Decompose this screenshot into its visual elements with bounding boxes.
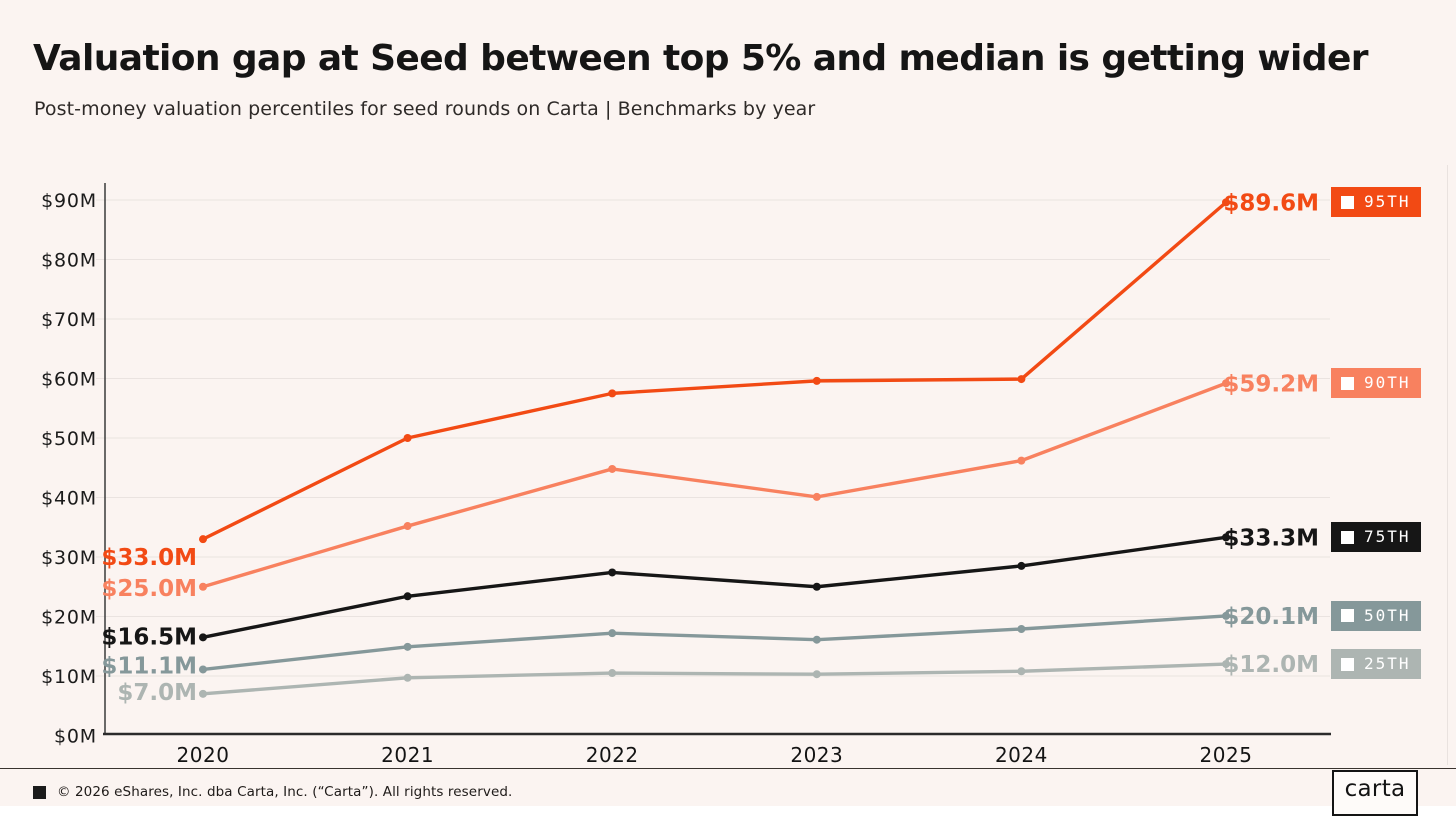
carta-logo-text: carta: [1344, 775, 1406, 802]
chart-title: Valuation gap at Seed between top 5% and…: [33, 38, 1369, 79]
data-point-50th: [199, 665, 207, 674]
series-line-75th: [201, 535, 1228, 640]
data-point-25th: [608, 669, 617, 678]
end-value-label-50th: $20.1M: [1223, 604, 1319, 630]
legend-badge-label: 90TH: [1364, 373, 1411, 393]
legend-badge-50th: 50TH: [1331, 600, 1421, 631]
y-axis-tick-label: $40M: [41, 488, 97, 510]
data-point-75th: [199, 633, 207, 642]
data-point-95th: [1222, 198, 1230, 207]
legend-badge-label: 95TH: [1364, 192, 1411, 212]
footer-divider: [0, 768, 1456, 769]
data-point-50th: [1222, 611, 1230, 620]
data-point-75th: [608, 568, 617, 577]
data-point-75th: [812, 582, 821, 591]
legend-square-icon: [1341, 609, 1354, 623]
data-point-50th: [608, 629, 617, 638]
end-value-label-95th: $89.6M: [1223, 190, 1319, 216]
series-line-95th: [201, 200, 1228, 541]
end-value-label-25th: $12.0M: [1223, 652, 1319, 678]
right-edge-divider: [1447, 165, 1448, 765]
y-axis-tick-label: $70M: [41, 309, 97, 331]
legend-badge-95th: 95TH: [1331, 187, 1421, 218]
legend-badge-label: 25TH: [1364, 654, 1411, 674]
data-point-90th: [199, 582, 207, 591]
legend-badge-25th: 25TH: [1331, 649, 1421, 680]
end-value-label-90th: $59.2M: [1223, 371, 1319, 397]
data-point-75th: [403, 592, 412, 601]
y-axis-tick-label: $20M: [41, 607, 97, 629]
x-axis-tick-label: 2025: [1200, 743, 1253, 767]
data-point-95th: [1017, 375, 1026, 384]
legend-badge-label: 50TH: [1364, 605, 1411, 625]
y-axis-tick-label: $80M: [41, 250, 97, 272]
legend-badge-90th: 90TH: [1331, 368, 1421, 399]
legend-badge-label: 75TH: [1364, 527, 1411, 547]
data-point-25th: [199, 689, 207, 698]
legend-square-icon: [1341, 195, 1354, 209]
y-axis-tick-label: $90M: [41, 190, 97, 212]
y-axis-tick-label: $0M: [54, 726, 97, 748]
series-line-50th: [201, 614, 1228, 672]
legend-badge-75th: 75TH: [1331, 522, 1421, 553]
data-point-95th: [812, 376, 821, 385]
start-value-label-90th: $25.0M: [101, 576, 197, 602]
footer: © 2026 eShares, Inc. dba Carta, Inc. (“C…: [33, 784, 512, 800]
y-axis-tick-label: $10M: [41, 666, 97, 688]
legend-square-icon: [1341, 530, 1354, 544]
series-line-25th: [201, 662, 1228, 696]
data-point-90th: [1017, 456, 1026, 465]
legend-square-icon: [1341, 376, 1354, 390]
carta-logo: carta: [1332, 770, 1418, 816]
data-point-25th: [1222, 660, 1230, 669]
x-axis-tick-label: 2024: [995, 743, 1048, 767]
x-axis-tick-label: 2020: [177, 743, 230, 767]
y-axis-tick-label: $60M: [41, 369, 97, 391]
data-point-90th: [608, 464, 617, 473]
data-point-95th: [403, 434, 412, 442]
data-point-25th: [1017, 667, 1026, 676]
x-axis-tick-label: 2022: [586, 743, 639, 767]
data-point-75th: [1017, 561, 1026, 570]
footer-copyright: © 2026 eShares, Inc. dba Carta, Inc. (“C…: [57, 784, 513, 800]
data-point-50th: [1017, 624, 1026, 633]
legend-square-icon: [1341, 657, 1354, 671]
data-point-25th: [403, 673, 412, 682]
start-value-label-50th: $11.1M: [101, 653, 197, 679]
x-axis-tick-label: 2021: [381, 743, 434, 767]
start-value-label-75th: $16.5M: [101, 624, 197, 650]
data-point-90th: [812, 492, 821, 501]
chart-subtitle: Post-money valuation percentiles for see…: [34, 98, 816, 120]
data-point-75th: [1222, 533, 1230, 542]
y-axis-tick-label: $50M: [41, 428, 97, 450]
footer-square-icon: [33, 785, 46, 799]
y-axis-tick-label: $30M: [41, 547, 97, 569]
start-value-label-25th: $7.0M: [117, 680, 197, 706]
end-value-label-75th: $33.3M: [1223, 525, 1319, 551]
x-axis-tick-label: 2023: [790, 743, 843, 767]
data-point-90th: [403, 522, 412, 531]
data-point-25th: [812, 670, 821, 679]
data-point-90th: [1222, 379, 1230, 388]
data-point-50th: [812, 635, 821, 644]
start-value-label-95th: $33.0M: [101, 545, 197, 571]
data-point-95th: [608, 389, 617, 398]
data-point-50th: [403, 642, 412, 651]
data-point-95th: [199, 535, 207, 544]
series-line-90th: [201, 381, 1228, 589]
